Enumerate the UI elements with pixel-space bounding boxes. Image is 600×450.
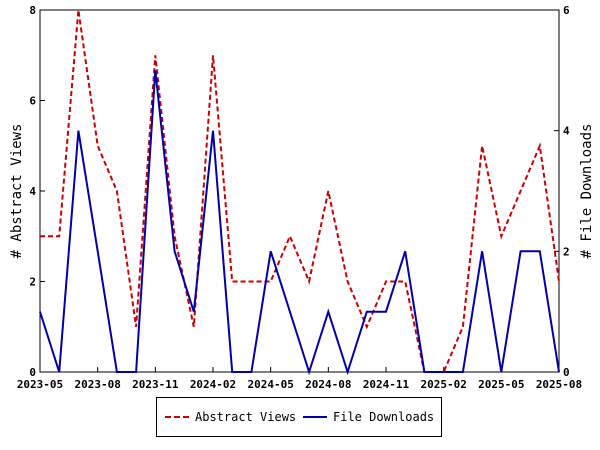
x-tick-label: 2025-02 — [420, 378, 466, 391]
x-tick-label: 2024-11 — [363, 378, 410, 391]
legend-label-abstract-views: Abstract Views — [195, 410, 297, 424]
y-left-tick-label: 8 — [29, 4, 36, 17]
y-axis-right-title: # File Downloads — [579, 124, 595, 259]
y-axis-left-title: # Abstract Views — [9, 124, 25, 259]
x-tick-label: 2023-08 — [74, 378, 120, 391]
y-left-tick-label: 0 — [29, 366, 36, 379]
x-tick-label: 2023-11 — [132, 378, 179, 391]
y-right-tick-label: 6 — [563, 4, 570, 17]
legend-swatch-abstract-views — [165, 416, 189, 418]
y-left-tick-label: 4 — [29, 185, 36, 198]
legend-item-file-downloads: File Downloads — [303, 410, 434, 424]
legend-label-file-downloads: File Downloads — [333, 410, 435, 424]
y-right-tick-label: 0 — [563, 366, 570, 379]
x-tick-label: 2025-05 — [478, 378, 524, 391]
x-tick-label: 2024-02 — [190, 378, 236, 391]
legend-swatch-file-downloads — [303, 416, 327, 418]
x-tick-label: 2023-05 — [17, 378, 63, 391]
y-right-tick-label: 4 — [563, 125, 570, 138]
y-left-tick-label: 6 — [29, 95, 36, 108]
y-left-tick-label: 2 — [29, 276, 36, 289]
x-tick-label: 2024-08 — [305, 378, 351, 391]
x-tick-label: 2025-08 — [536, 378, 582, 391]
y-right-tick-label: 2 — [563, 245, 570, 258]
legend-item-abstract-views: Abstract Views — [165, 410, 296, 424]
series-line-abstract-views — [40, 9, 560, 373]
legend: Abstract Views File Downloads — [156, 397, 442, 437]
series-line-file-downloads — [39, 70, 560, 376]
x-tick-label: 2024-05 — [247, 378, 293, 391]
